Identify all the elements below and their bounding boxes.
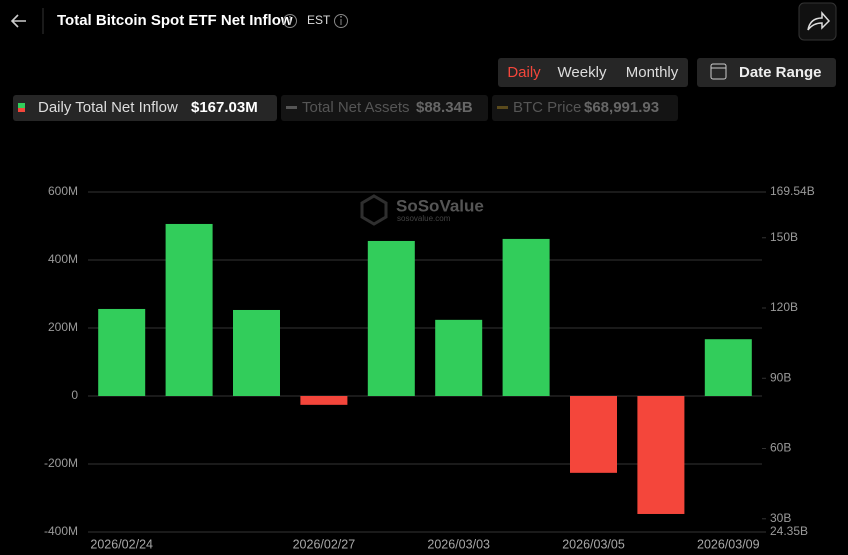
legend-value: $68,991.93 xyxy=(584,99,659,116)
y2-tick-label: 120B xyxy=(770,300,798,314)
legend-icon xyxy=(286,106,297,109)
info-icon[interactable] xyxy=(334,14,348,28)
bar xyxy=(704,339,752,396)
y2-tick-label: 150B xyxy=(770,230,798,244)
bar xyxy=(637,396,685,514)
period-button[interactable]: Weekly xyxy=(558,64,607,81)
date-range-button[interactable] xyxy=(697,58,836,87)
bar xyxy=(98,308,146,396)
legend-value: $167.03M xyxy=(191,99,258,116)
x-tick-label: 2026/02/27 xyxy=(293,537,356,551)
bar xyxy=(570,396,617,473)
period-button[interactable]: Daily xyxy=(507,64,541,81)
bar xyxy=(435,319,483,396)
legend-label: Total Net Assets xyxy=(302,99,410,116)
y-tick-label: -400M xyxy=(44,524,78,538)
calendar-icon xyxy=(710,63,727,80)
y2-tick-label: 60B xyxy=(770,441,791,455)
legend-chip[interactable] xyxy=(492,95,678,121)
y-tick-label: 600M xyxy=(48,184,78,198)
bar xyxy=(300,396,348,405)
x-tick-label: 2026/03/05 xyxy=(562,537,625,551)
share-icon xyxy=(807,11,831,31)
y-tick-label: 0 xyxy=(71,388,78,402)
legend-label: Daily Total Net Inflow xyxy=(38,99,178,116)
y2-tick-label: 30B xyxy=(770,511,791,525)
bar xyxy=(502,238,550,396)
y2-tick-label: 90B xyxy=(770,370,791,384)
bar xyxy=(165,223,213,396)
legend-icon xyxy=(497,106,508,109)
info-icon[interactable] xyxy=(283,14,297,28)
y2-tick-label: 24.35B xyxy=(770,524,808,538)
legend-value: $88.34B xyxy=(416,99,473,116)
period-button[interactable]: Monthly xyxy=(626,64,679,81)
title: Total Bitcoin Spot ETF Net Inflow xyxy=(57,12,293,29)
y-tick-label: -200M xyxy=(44,456,78,470)
y2-tick-label: 169.54B xyxy=(770,184,815,198)
y-tick-label: 400M xyxy=(48,252,78,266)
share-button[interactable] xyxy=(798,2,837,41)
x-tick-label: 2026/02/24 xyxy=(90,537,153,551)
legend-icon xyxy=(18,108,25,112)
legend-label: BTC Price xyxy=(513,99,581,116)
period-toggle xyxy=(498,58,688,87)
watermark: SoSoValue xyxy=(396,196,484,215)
legend-icon xyxy=(18,103,25,108)
x-tick-label: 2026/03/03 xyxy=(427,537,490,551)
back-icon[interactable] xyxy=(10,14,26,28)
legend-chip[interactable] xyxy=(281,95,488,121)
timezone: EST xyxy=(307,13,331,27)
watermark-url: sosovalue.com xyxy=(397,214,451,223)
y-tick-label: 200M xyxy=(48,320,78,334)
bar xyxy=(233,309,280,396)
date-range-label: Date Range xyxy=(739,64,822,81)
watermark-logo xyxy=(360,194,388,226)
bar xyxy=(367,240,415,396)
x-tick-label: 2026/03/09 xyxy=(697,537,760,551)
legend-chip[interactable] xyxy=(13,95,277,121)
